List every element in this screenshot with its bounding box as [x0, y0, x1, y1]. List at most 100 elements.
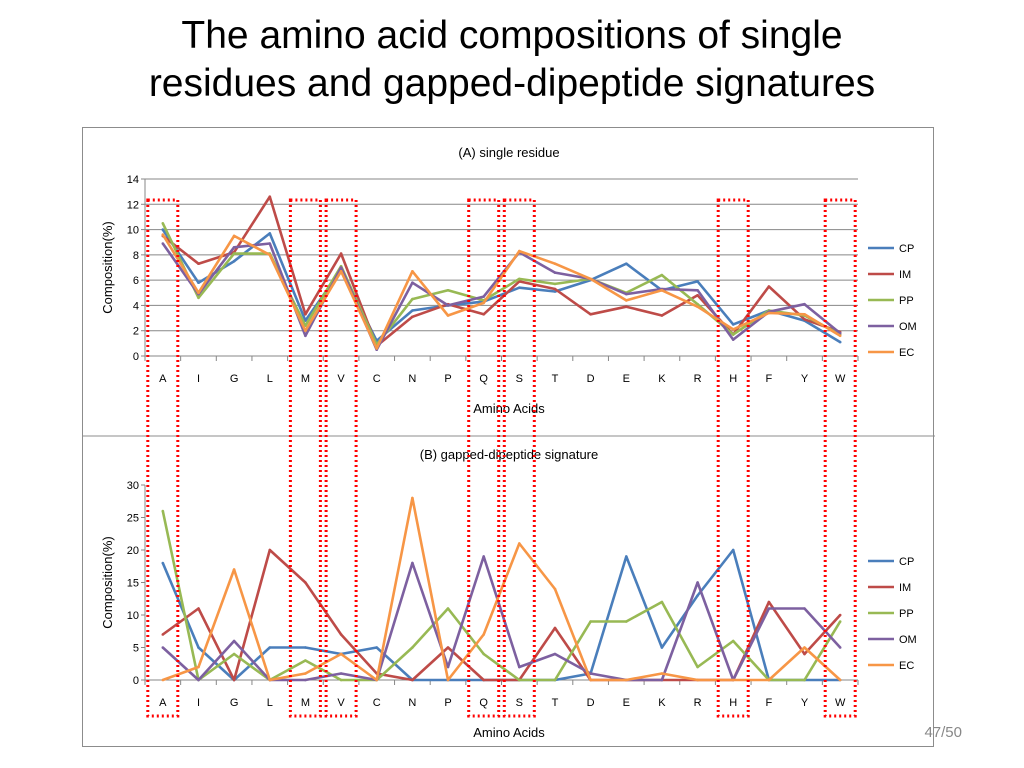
chart-b-x-tick-label: V	[337, 697, 345, 709]
chart-a-legend-label-cp: CP	[899, 243, 914, 255]
chart-b-series-pp-point	[696, 665, 699, 669]
chart-a-series-om-point	[553, 271, 557, 274]
chart-a-series-cp-point	[411, 309, 414, 312]
chart-b-series-cp-point	[731, 548, 735, 552]
chart-a-series-ec-point	[696, 305, 699, 308]
chart-b-y-axis-title: Composition(%)	[100, 536, 115, 628]
highlight-box-m	[288, 198, 322, 718]
chart-b-series-im-point	[197, 607, 200, 610]
chart-a-series-ec-point	[197, 291, 200, 295]
chart-a-series-ec-point	[339, 270, 343, 273]
chart-b-x-tick-label: T	[552, 697, 559, 709]
chart-a-series-im-point	[339, 252, 343, 255]
chart-b-series-ec-point	[731, 678, 735, 682]
slide-title: The amino acid compositions of single re…	[0, 12, 1024, 108]
chart-a-x-tick-label: M	[301, 373, 310, 385]
chart-a-series-cp-point	[731, 323, 735, 326]
charts-frame: (A) single residue 0 2 4 6 8 10 12 14 A I G L M V C N P Q S…	[82, 127, 935, 747]
chart-a-series-ec-point	[304, 329, 307, 332]
chart-a-series-pp-point	[660, 273, 664, 277]
chart-b-series-ec-line	[162, 496, 842, 682]
chart-a-series-im-point	[553, 287, 557, 291]
chart-b-series-ec-point	[446, 678, 450, 682]
chart-a-y-tick-label: 10	[127, 225, 139, 237]
chart-b-x-tick-label: N	[408, 697, 416, 709]
highlight-box-v	[324, 198, 358, 718]
chart-b-x-tick-label: Q	[479, 697, 488, 709]
chart-a-title: (A) single residue	[458, 145, 559, 160]
chart-a-x-tick-label: E	[623, 373, 630, 385]
chart-a-series-im-point	[197, 262, 200, 265]
chart-a-series-ec-point	[446, 314, 450, 317]
chart-a-series-om-point	[838, 331, 842, 335]
highlight-box-a	[146, 198, 180, 718]
chart-a-series-om-point	[731, 338, 735, 341]
chart-a-x-tick-label: W	[835, 373, 846, 385]
chart-b-series-ec-point	[375, 678, 379, 682]
chart-a-series-cp-line	[161, 228, 841, 344]
chart-a-series-im-point	[767, 285, 771, 288]
chart-b-series-im-point	[446, 646, 450, 649]
chart-b-series-om-point	[161, 646, 165, 649]
chart-b-series-im-point	[161, 633, 165, 636]
chart-b-series-pp-point	[803, 678, 806, 682]
chart-a-series-om-point	[411, 281, 414, 284]
chart-a-series-cp-point	[268, 232, 272, 235]
chart-b-series-pp-point	[838, 620, 842, 623]
chart-b-x-tick-label: R	[694, 697, 702, 709]
chart-b-series-pp-point	[625, 620, 628, 623]
chart-b-legend-label-cp: CP	[899, 556, 914, 568]
chart-a-x-tick-label: P	[444, 373, 451, 385]
highlight-box-s	[502, 198, 536, 718]
chart-a-series-cp-point	[518, 286, 521, 289]
chart-a-x-tick-label: F	[766, 373, 773, 385]
chart-b-x-tick-label: L	[267, 697, 273, 709]
chart-b-series-pp-point	[553, 678, 557, 682]
chart-a-y-tick-label: 6	[133, 275, 139, 287]
chart-a-x-tick-label: T	[552, 373, 559, 385]
chart-a-series-cp-point	[838, 340, 842, 344]
chart-a-series-cp-point	[232, 259, 236, 263]
chart-b-series-im-point	[411, 678, 414, 682]
chart-a-x-tick-label: K	[658, 373, 666, 385]
slide-title-line-2: residues and gapped-dipeptide signatures	[148, 62, 876, 105]
chart-b-series-ec-point	[660, 672, 664, 675]
chart-a-series-im-point	[268, 195, 272, 198]
chart-a-series-ec-point	[268, 253, 272, 257]
chart-a-series-ec-point	[660, 289, 664, 292]
chart-a-x-tick-label: R	[694, 373, 702, 385]
chart-b-legend-label-om: OM	[899, 634, 917, 646]
chart-b-y-tick-label: 0	[133, 675, 139, 687]
chart-b-series-om-point	[339, 672, 343, 675]
chart-b-legend-label-im: IM	[899, 582, 911, 594]
chart-a-series-pp-point	[518, 277, 521, 281]
chart-a-series-om-point	[268, 242, 272, 245]
chart-b-series-ec-point	[518, 542, 521, 545]
highlight-box-w	[823, 198, 857, 718]
chart-b-series-om-point	[696, 581, 699, 584]
chart-a-x-tick-label: Y	[801, 373, 809, 385]
chart-b-series-pp-point	[232, 652, 236, 656]
chart-a-series-pp-point	[161, 222, 165, 225]
chart-b-series-im-point	[482, 678, 486, 682]
chart-b-x-tick-label: G	[230, 697, 239, 709]
chart-b-series-ec-point	[161, 678, 165, 682]
chart-b-series-om-point	[411, 561, 414, 565]
chart-b-series-cp-point	[268, 646, 272, 649]
chart-a-series-ec-point	[767, 311, 771, 315]
chart-a-series-ec-line	[161, 233, 841, 350]
chart-a-legend-label-pp: PP	[899, 295, 914, 307]
chart-b-series-pp-point	[660, 600, 664, 604]
chart-a-x-tick-label: S	[516, 373, 523, 385]
chart-b-series-im-point	[838, 613, 842, 617]
chart-b-series-om-point	[838, 646, 842, 649]
chart-a-y-tick-label: 0	[133, 351, 139, 363]
chart-b-legend-label-ec: EC	[899, 660, 914, 672]
chart-b-series-im-point	[767, 600, 771, 604]
chart-b-x-tick-label: E	[623, 697, 630, 709]
chart-a-x-tick-label: V	[337, 373, 345, 385]
chart-b-series-ec-point	[411, 496, 414, 500]
chart-b-series-pp-point	[339, 678, 343, 682]
chart-b-series-ec-point	[339, 652, 343, 656]
chart-b-y-tick-label: 10	[127, 610, 139, 622]
